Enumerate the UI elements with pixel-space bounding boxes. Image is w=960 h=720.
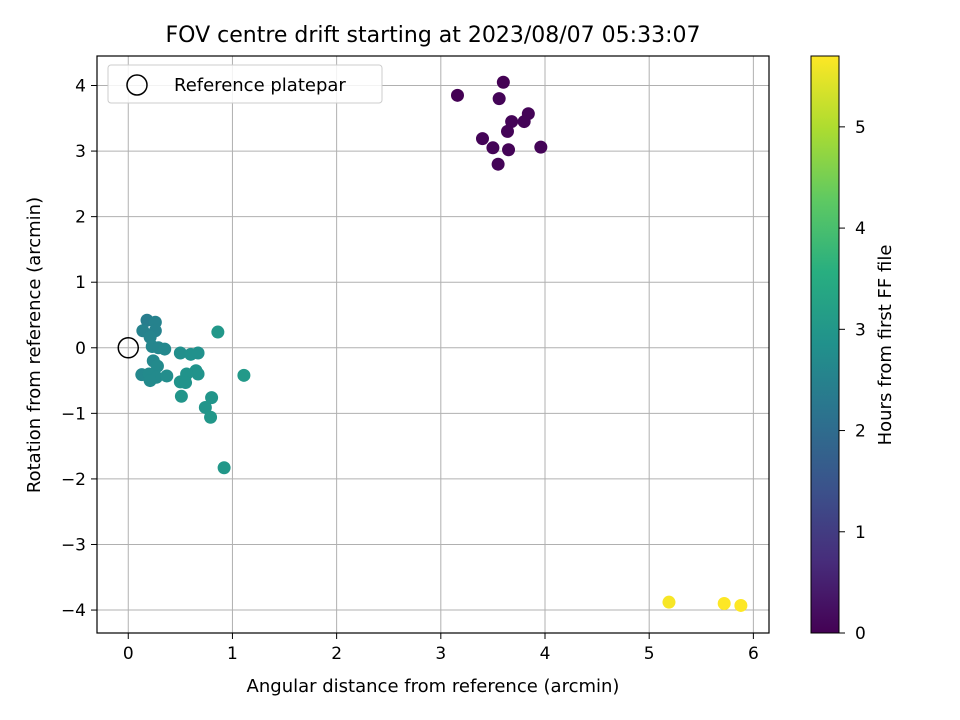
data-points xyxy=(135,75,748,612)
data-point xyxy=(491,157,505,171)
data-point xyxy=(475,132,489,146)
data-point xyxy=(198,400,212,414)
colorbar-tick-label: 4 xyxy=(855,219,866,239)
colorbar-tick-label: 5 xyxy=(855,118,866,138)
colorbar-ticks: 0 1 2 3 4 5 xyxy=(839,118,866,644)
colorbar-tick-label: 1 xyxy=(855,523,866,543)
data-point xyxy=(496,75,510,89)
colorbar-tick-label: 3 xyxy=(855,320,866,340)
data-point xyxy=(500,124,514,138)
legend: Reference platepar xyxy=(107,64,383,104)
y-axis-ticks: −4 −3 −2 −1 0 1 2 3 4 xyxy=(61,77,97,621)
x-tick-label: 1 xyxy=(227,644,238,664)
y-tick-label: 4 xyxy=(75,77,86,97)
y-tick-label: 2 xyxy=(75,208,86,228)
data-point xyxy=(217,461,231,475)
reference-marker-layer xyxy=(117,337,140,359)
reference-platepar-marker xyxy=(117,337,140,359)
data-point xyxy=(486,141,500,155)
data-point xyxy=(717,596,731,610)
data-point xyxy=(191,346,205,360)
plot-frame xyxy=(96,55,770,634)
data-point xyxy=(204,410,218,424)
colorbar-label: Hours from first FF file xyxy=(875,245,896,446)
x-axis-ticks: 0 1 2 3 4 5 6 xyxy=(123,633,759,664)
data-point xyxy=(211,325,225,339)
x-tick-label: 2 xyxy=(331,644,342,664)
data-point xyxy=(174,389,188,403)
data-point xyxy=(173,346,187,360)
y-tick-label: 0 xyxy=(75,339,86,359)
data-point xyxy=(143,374,157,388)
legend-reference-marker xyxy=(126,74,148,96)
colorbar-gradient xyxy=(810,55,840,634)
data-point xyxy=(158,342,172,356)
data-point xyxy=(534,140,548,154)
data-point xyxy=(492,92,506,106)
data-point xyxy=(734,598,748,612)
data-point xyxy=(662,595,676,609)
data-point xyxy=(150,359,164,373)
x-tick-label: 4 xyxy=(540,644,551,664)
x-tick-label: 6 xyxy=(748,644,759,664)
y-tick-label: 1 xyxy=(75,273,86,293)
x-tick-label: 0 xyxy=(123,644,134,664)
data-point xyxy=(205,391,219,405)
data-point xyxy=(191,367,205,381)
data-point xyxy=(160,369,174,383)
colorbar-tick-label: 2 xyxy=(855,422,866,442)
x-tick-label: 3 xyxy=(435,644,446,664)
y-axis-label: Rotation from reference (arcmin) xyxy=(24,197,45,493)
data-point xyxy=(179,376,193,390)
data-point xyxy=(505,115,519,129)
x-axis-label: Angular distance from reference (arcmin) xyxy=(247,676,620,697)
colorbar-tick-label: 0 xyxy=(855,624,866,644)
data-point xyxy=(502,143,516,157)
data-point xyxy=(237,368,251,382)
y-tick-label: −2 xyxy=(61,470,86,490)
y-tick-label: −1 xyxy=(61,404,86,424)
y-tick-label: −3 xyxy=(61,535,86,555)
y-tick-label: −4 xyxy=(61,601,86,621)
y-tick-label: 3 xyxy=(75,142,86,162)
colorbar: 0 1 2 3 4 5 Hours from first FF file xyxy=(810,55,896,644)
data-point xyxy=(450,88,464,102)
legend-box xyxy=(107,64,383,104)
data-point xyxy=(517,115,531,129)
legend-label-reference-platepar: Reference platepar xyxy=(174,75,346,96)
grid xyxy=(97,56,769,633)
x-tick-label: 5 xyxy=(644,644,655,664)
chart-title: FOV centre drift starting at 2023/08/07 … xyxy=(166,23,701,48)
